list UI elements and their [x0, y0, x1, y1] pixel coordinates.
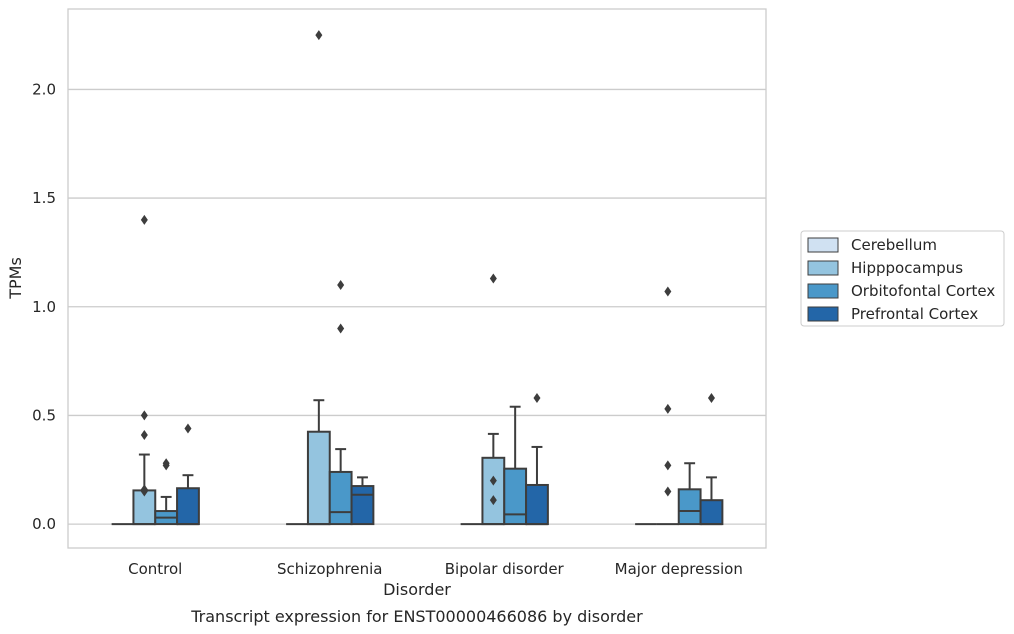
box: [306, 430, 331, 526]
box-group: [132, 214, 157, 526]
x-tick-label: Schizophrenia: [277, 560, 382, 578]
box: [677, 488, 702, 526]
y-tick-label: 1.0: [32, 298, 56, 316]
box: [176, 487, 200, 526]
x-tick-label: Major depression: [615, 560, 743, 578]
boxes-layer: [111, 30, 724, 526]
outlier-point: [489, 273, 497, 284]
outlier-point: [489, 475, 497, 486]
box-group: [350, 476, 375, 526]
y-tick-label: 0.0: [32, 515, 56, 533]
outlier-point: [664, 486, 672, 497]
chart-caption: Transcript expression for ENST0000046608…: [190, 607, 643, 626]
outlier-point: [707, 393, 715, 404]
legend-swatch: [807, 237, 839, 253]
x-axis-label: Disorder: [383, 580, 451, 599]
box: [350, 485, 375, 526]
outlier-point: [184, 423, 192, 434]
legend-swatch: [807, 306, 839, 322]
box-group: [176, 423, 200, 526]
outlier-point: [140, 214, 148, 225]
box-group: [656, 286, 679, 526]
box: [525, 483, 549, 526]
outlier-point: [489, 495, 497, 506]
outlier-point: [162, 458, 170, 469]
legend-label: Orbitofontal Cortex: [851, 282, 995, 300]
x-tick-label: Control: [128, 560, 182, 578]
box-group: [677, 462, 702, 526]
legend-frame: [800, 230, 1005, 327]
outlier-point: [140, 484, 148, 495]
outlier-point: [337, 280, 345, 291]
legend-label: Prefrontal Cortex: [851, 305, 978, 323]
outlier-point: [664, 460, 672, 471]
box-group: [503, 405, 528, 526]
outlier-point: [315, 30, 323, 41]
box: [481, 456, 506, 526]
y-tick-labels: 0.0 0.5 1.0 1.5 2.0: [32, 80, 56, 533]
box: [503, 467, 528, 526]
y-tick-label: 0.5: [32, 406, 56, 424]
legend-swatch: [807, 260, 839, 276]
outlier-point: [140, 429, 148, 440]
y-tick-label: 1.5: [32, 189, 56, 207]
box-group: [154, 458, 179, 526]
plot-frame: [67, 8, 767, 549]
legend-label: Cerebellum: [851, 236, 937, 254]
legend[interactable]: Cerebellum Hipppocampus Orbitofontal Corte…: [800, 230, 1005, 327]
x-tick-label: Bipolar disorder: [445, 560, 565, 578]
box-group: [525, 393, 549, 526]
box-group: [699, 393, 724, 526]
outlier-point: [664, 286, 672, 297]
y-tick-label: 2.0: [32, 80, 56, 98]
box: [328, 470, 353, 526]
outlier-point: [337, 323, 345, 334]
plot-background: [68, 9, 766, 548]
legend-label: Hipppocampus: [851, 259, 963, 277]
x-tick-labels: Control Schizophrenia Bipolar disorder Majo…: [128, 560, 743, 578]
box: [699, 499, 724, 526]
y-axis-label: TPMs: [6, 257, 25, 300]
outlier-point: [140, 410, 148, 421]
box-group: [481, 273, 506, 526]
outlier-point: [664, 403, 672, 414]
outlier-point: [533, 393, 541, 404]
legend-swatch: [807, 283, 839, 299]
